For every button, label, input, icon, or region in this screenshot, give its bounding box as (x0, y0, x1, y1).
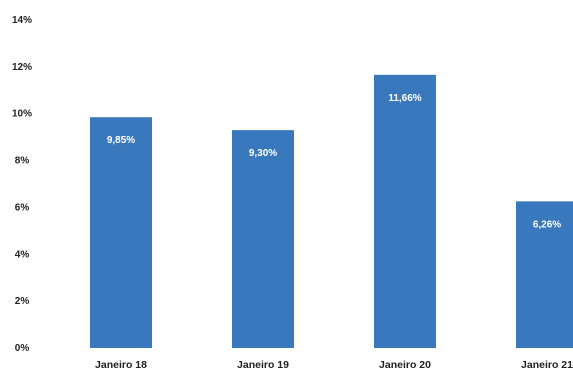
bar-data-label: 6,26% (533, 219, 561, 230)
x-category-label: Janeiro 21 (521, 359, 573, 371)
y-tick-label: 8% (15, 156, 30, 167)
bar-data-label: 11,66% (388, 93, 421, 104)
x-category-label: Janeiro 19 (237, 359, 289, 371)
y-tick-label: 0% (15, 343, 30, 354)
y-tick-label: 6% (15, 202, 30, 213)
bar (90, 117, 152, 348)
y-tick-label: 12% (12, 62, 32, 73)
x-category-label: Janeiro 18 (95, 359, 147, 371)
x-category-label: Janeiro 20 (379, 359, 431, 371)
bars (90, 74, 573, 348)
y-tick-label: 10% (12, 109, 32, 120)
data-labels: 9,85% 9,30% 11,66% 6,26% (107, 93, 561, 231)
x-axis: Janeiro 18 Janeiro 19 Janeiro 20 Janeiro 21 (95, 359, 573, 371)
y-tick-label: 4% (15, 249, 30, 260)
y-tick-label: 2% (15, 296, 30, 307)
y-tick-label: 14% (12, 15, 32, 26)
bar-data-label: 9,30% (249, 148, 277, 159)
bar (374, 74, 436, 348)
y-axis: 0% 2% 4% 6% 8% 10% 12% 14% (12, 15, 32, 354)
bar (516, 201, 573, 348)
bar-data-label: 9,85% (107, 135, 135, 146)
bar (232, 130, 294, 348)
